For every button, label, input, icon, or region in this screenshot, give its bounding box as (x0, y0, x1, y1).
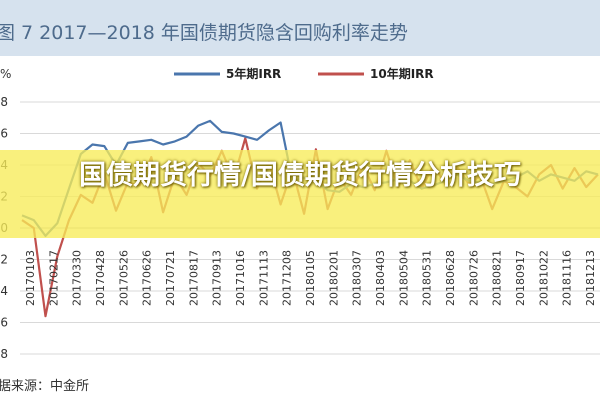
x-tick-label: 20170721 (164, 250, 177, 306)
x-tick-label: 20170428 (94, 250, 107, 306)
x-tick-label: 20170626 (141, 250, 154, 306)
x-tick-label: 20181116 (561, 250, 574, 306)
source-note: 据来源：中金所 (0, 379, 90, 394)
y-tick-label: -8 (0, 347, 8, 361)
x-tick-label: 20170217 (47, 250, 60, 306)
x-tick-label: 20171016 (234, 250, 247, 306)
x-tick-label: 20181022 (537, 250, 550, 306)
x-tick-label: 20180917 (514, 250, 527, 306)
y-tick-label: -6 (0, 316, 8, 330)
x-tick-label: 20170330 (71, 250, 84, 306)
y-axis-unit-label: % (0, 67, 11, 81)
y-tick-label: -2 (0, 253, 8, 267)
x-tick-label: 20171208 (281, 250, 294, 306)
x-tick-label: 20170103 (24, 250, 37, 306)
y-tick-label: 8 (0, 95, 8, 109)
x-tick-label: 20180504 (397, 250, 410, 306)
x-tick-label: 20180821 (491, 250, 504, 306)
legend-label: 5年期IRR (226, 66, 281, 81)
y-tick-label: -4 (0, 284, 8, 298)
x-tick-label: 20170817 (187, 250, 200, 306)
headline-banner (0, 150, 600, 238)
x-tick-label: 20171113 (257, 250, 270, 306)
x-axis-ticks: 20170103 20170217 20170330 20170428 20170526… (24, 250, 597, 306)
x-tick-label: 20180307 (351, 250, 364, 306)
legend-label: 10年期IRR (370, 66, 434, 81)
x-tick-label: 20180403 (374, 250, 387, 306)
figure-title: 图 7 2017—2018 年国债期货隐含回购利率走势 (0, 22, 408, 44)
headline-text: 国债期货行情/国债期货行情分析技巧 (79, 160, 521, 191)
legend: 5年期IRR 10年期IRR (174, 66, 434, 81)
figure-title-bar: 图 7 2017—2018 年国债期货隐含回购利率走势 (0, 0, 600, 56)
x-tick-label: 20180105 (304, 250, 317, 306)
x-tick-label: 20170913 (211, 250, 224, 306)
x-tick-label: 20180531 (421, 250, 434, 306)
x-tick-label: 20181213 (584, 250, 597, 306)
x-tick-label: 20180726 (467, 250, 480, 306)
y-tick-label: 6 (0, 127, 8, 141)
x-tick-label: 20180201 (327, 250, 340, 306)
x-tick-label: 20180628 (444, 250, 457, 306)
x-tick-label: 20170526 (117, 250, 130, 306)
